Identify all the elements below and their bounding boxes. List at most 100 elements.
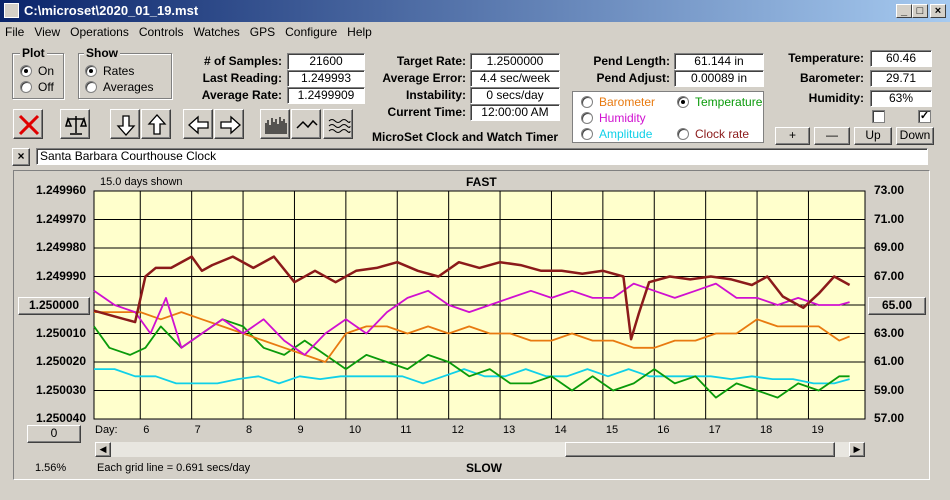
plot-off-label: Off	[38, 80, 54, 94]
left-tick-label: 1.250010	[35, 325, 86, 340]
samples-label: # of Samples:	[203, 54, 282, 68]
x-tick-label: 15	[605, 424, 619, 436]
arrow-up-button[interactable]	[141, 109, 171, 139]
legend-barometer-label: Barometer	[599, 95, 656, 109]
right-tick-label: 61.00	[874, 354, 905, 368]
instability-label: Instability:	[405, 88, 466, 102]
show-averages-radio[interactable]	[85, 81, 97, 93]
wave-view-button[interactable]	[323, 109, 353, 139]
right-center-button[interactable]: 65.00	[868, 297, 926, 315]
x-tick-label: 9	[297, 424, 304, 436]
up-button[interactable]: Up	[854, 127, 892, 145]
stop-button[interactable]	[13, 109, 43, 139]
legend-humidity-radio[interactable]	[581, 112, 593, 124]
barometer-field: 29.71	[870, 70, 932, 87]
clear-name-button[interactable]: ×	[12, 148, 30, 166]
chart-panel	[13, 170, 930, 480]
bottom-left-button[interactable]: 0	[27, 425, 81, 443]
menu-gps[interactable]: GPS	[249, 25, 276, 39]
legend-temperature-radio[interactable]	[677, 96, 689, 108]
menu-watches[interactable]: Watches	[193, 25, 240, 39]
arrow-left-button[interactable]	[183, 109, 213, 139]
temperature-field: 60.46	[870, 50, 932, 67]
minus-button[interactable]: —	[814, 127, 850, 145]
legend-barometer-radio[interactable]	[581, 96, 593, 108]
x-tick-label: 10	[348, 424, 362, 436]
x-tick-label: 12	[451, 424, 464, 436]
wave-icon	[328, 119, 351, 133]
balance-button[interactable]	[60, 109, 90, 139]
menu-file[interactable]: File	[5, 25, 25, 39]
show-rates-radio[interactable]	[85, 65, 97, 77]
checkbox-left[interactable]	[872, 110, 885, 123]
down-button[interactable]: Down	[896, 127, 934, 145]
minimize-button[interactable]: _	[896, 4, 912, 18]
x-tick-label: 13	[503, 424, 516, 436]
left-tick-label: 1.249960	[35, 183, 86, 197]
current-time-field: 12:00:00 AM	[470, 104, 560, 121]
checkbox-right[interactable]: ✓	[918, 110, 931, 123]
fast-label: FAST	[466, 175, 497, 189]
scroll-thumb[interactable]	[565, 442, 835, 457]
pend-adjust-label: Pend Adjust:	[596, 71, 670, 85]
red-x-icon	[18, 114, 40, 136]
samples-field: 21600	[287, 53, 365, 70]
pend-length-label: Pend Length:	[593, 54, 670, 68]
x-tick-label: 17	[708, 424, 721, 436]
x-tick-label: 6	[143, 424, 150, 436]
arrow-right-button[interactable]	[214, 109, 244, 139]
horizontal-scrollbar[interactable]: ◀ ▶	[94, 441, 866, 458]
pend-adjust-field: 0.00089 in	[674, 70, 764, 87]
left-tick-label: 1.250040	[35, 411, 86, 425]
barometer-label: Barometer:	[799, 71, 864, 85]
menu-help[interactable]: Help	[347, 25, 372, 39]
window-title: C:\microset\2020_01_19.mst	[24, 3, 199, 18]
series-line-barometer	[94, 311, 850, 363]
x-tick-label: 7	[194, 424, 201, 436]
target-rate-field: 1.2500000	[470, 53, 560, 70]
last-reading-field: 1.249993	[287, 70, 365, 87]
legend-humidity-label: Humidity	[599, 111, 646, 125]
legend-amplitude-label: Amplitude	[599, 127, 653, 141]
show-group-title: Show	[84, 46, 120, 60]
legend-amplitude-radio[interactable]	[581, 128, 593, 140]
menu-controls[interactable]: Controls	[138, 25, 184, 39]
average-rate-field: 1.2499909	[287, 87, 365, 104]
average-rate-label: Average Rate:	[201, 88, 282, 102]
x-tick-label: 14	[554, 424, 567, 436]
right-tick-label: 57.00	[874, 411, 905, 425]
humidity-label: Humidity:	[808, 91, 864, 105]
plot-on-radio[interactable]	[20, 65, 32, 77]
left-center-button[interactable]: 1.250000	[18, 297, 90, 315]
series-legend	[572, 91, 764, 143]
plot-group-title: Plot	[20, 46, 47, 60]
x-tick-label: 8	[246, 424, 253, 436]
plus-button[interactable]: +	[775, 127, 810, 145]
line-view-button[interactable]	[291, 109, 321, 139]
left-tick-label: 1.250030	[35, 382, 86, 397]
arrow-down-button[interactable]	[110, 109, 140, 139]
series-line-clock	[93, 255, 851, 341]
line-chart-icon	[296, 119, 318, 129]
right-tick-label: 71.00	[874, 211, 905, 226]
slow-label: SLOW	[466, 461, 502, 475]
left-tick-label: 1.249970	[35, 211, 86, 226]
close-window-button[interactable]: ×	[930, 4, 946, 18]
menu-configure[interactable]: Configure	[285, 25, 338, 39]
maximize-button[interactable]: □	[912, 4, 928, 18]
scroll-right-button[interactable]: ▶	[849, 442, 865, 457]
arrow-down-icon	[116, 115, 136, 136]
menu-operations[interactable]: Operations	[70, 25, 129, 39]
bars-view-button[interactable]	[260, 109, 290, 139]
clock-name-field[interactable]: Santa Barbara Courthouse Clock	[36, 148, 928, 165]
series-line-amplitude	[94, 368, 850, 385]
scroll-left-button[interactable]: ◀	[95, 442, 111, 457]
current-time-label: Current Time:	[387, 105, 466, 119]
chart-series	[93, 255, 851, 399]
plot-off-radio[interactable]	[20, 81, 32, 93]
legend-clockrate-radio[interactable]	[677, 128, 689, 140]
target-rate-label: Target Rate:	[396, 54, 466, 68]
last-reading-label: Last Reading:	[202, 71, 282, 85]
menu-view[interactable]: View	[34, 25, 61, 39]
